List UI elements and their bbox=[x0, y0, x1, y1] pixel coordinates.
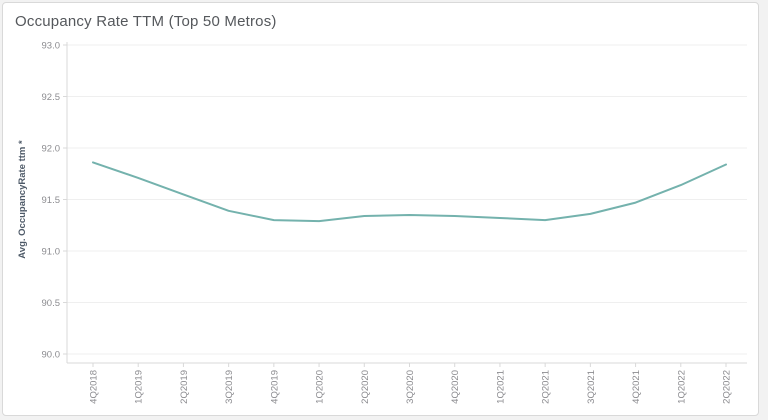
series-line-occupancy-rate[interactable] bbox=[92, 161, 727, 223]
x-tick-label: 1Q2019 bbox=[134, 370, 145, 404]
line-chart-canvas[interactable]: 90.0 90.5 91.0 91.5 92.0 92.5 93.0 4Q2018 1Q2019… bbox=[3, 3, 759, 416]
y-tick-label: 91.5 bbox=[42, 195, 61, 206]
y-tick-label: 92.0 bbox=[42, 144, 61, 155]
y-tick-label: 92.5 bbox=[42, 92, 61, 103]
x-tick-label: 3Q2021 bbox=[586, 370, 597, 404]
y-tick-label: 91.0 bbox=[42, 247, 61, 258]
x-tick-label: 2Q2019 bbox=[179, 370, 190, 404]
x-tick-label: 2Q2020 bbox=[360, 370, 371, 404]
x-tick-label: 3Q2019 bbox=[224, 370, 235, 404]
x-tick-label: 1Q2022 bbox=[676, 370, 687, 404]
chart-title: Occupancy Rate TTM (Top 50 Metros) bbox=[15, 13, 277, 30]
x-tick-label: 4Q2020 bbox=[450, 370, 461, 404]
y-tick-label: 90.0 bbox=[42, 350, 61, 361]
chart-card: Occupancy Rate TTM (Top 50 Metros) 90.0 9… bbox=[2, 2, 759, 416]
x-tick-label: 4Q2018 bbox=[89, 370, 100, 404]
x-tick-label: 2Q2021 bbox=[541, 370, 552, 404]
x-tick-label: 4Q2019 bbox=[269, 370, 280, 404]
y-axis-title: Avg. OccupancyRate ttm * bbox=[17, 140, 28, 259]
x-tick-label: 3Q2020 bbox=[405, 370, 416, 404]
x-tick-label: 2Q2022 bbox=[722, 370, 733, 404]
y-tick-label: 93.0 bbox=[42, 41, 61, 52]
y-tick-label: 90.5 bbox=[42, 298, 61, 309]
x-tick-label: 1Q2021 bbox=[495, 370, 506, 404]
x-tick-label: 1Q2020 bbox=[315, 370, 326, 404]
x-tick-label: 4Q2021 bbox=[631, 370, 642, 404]
